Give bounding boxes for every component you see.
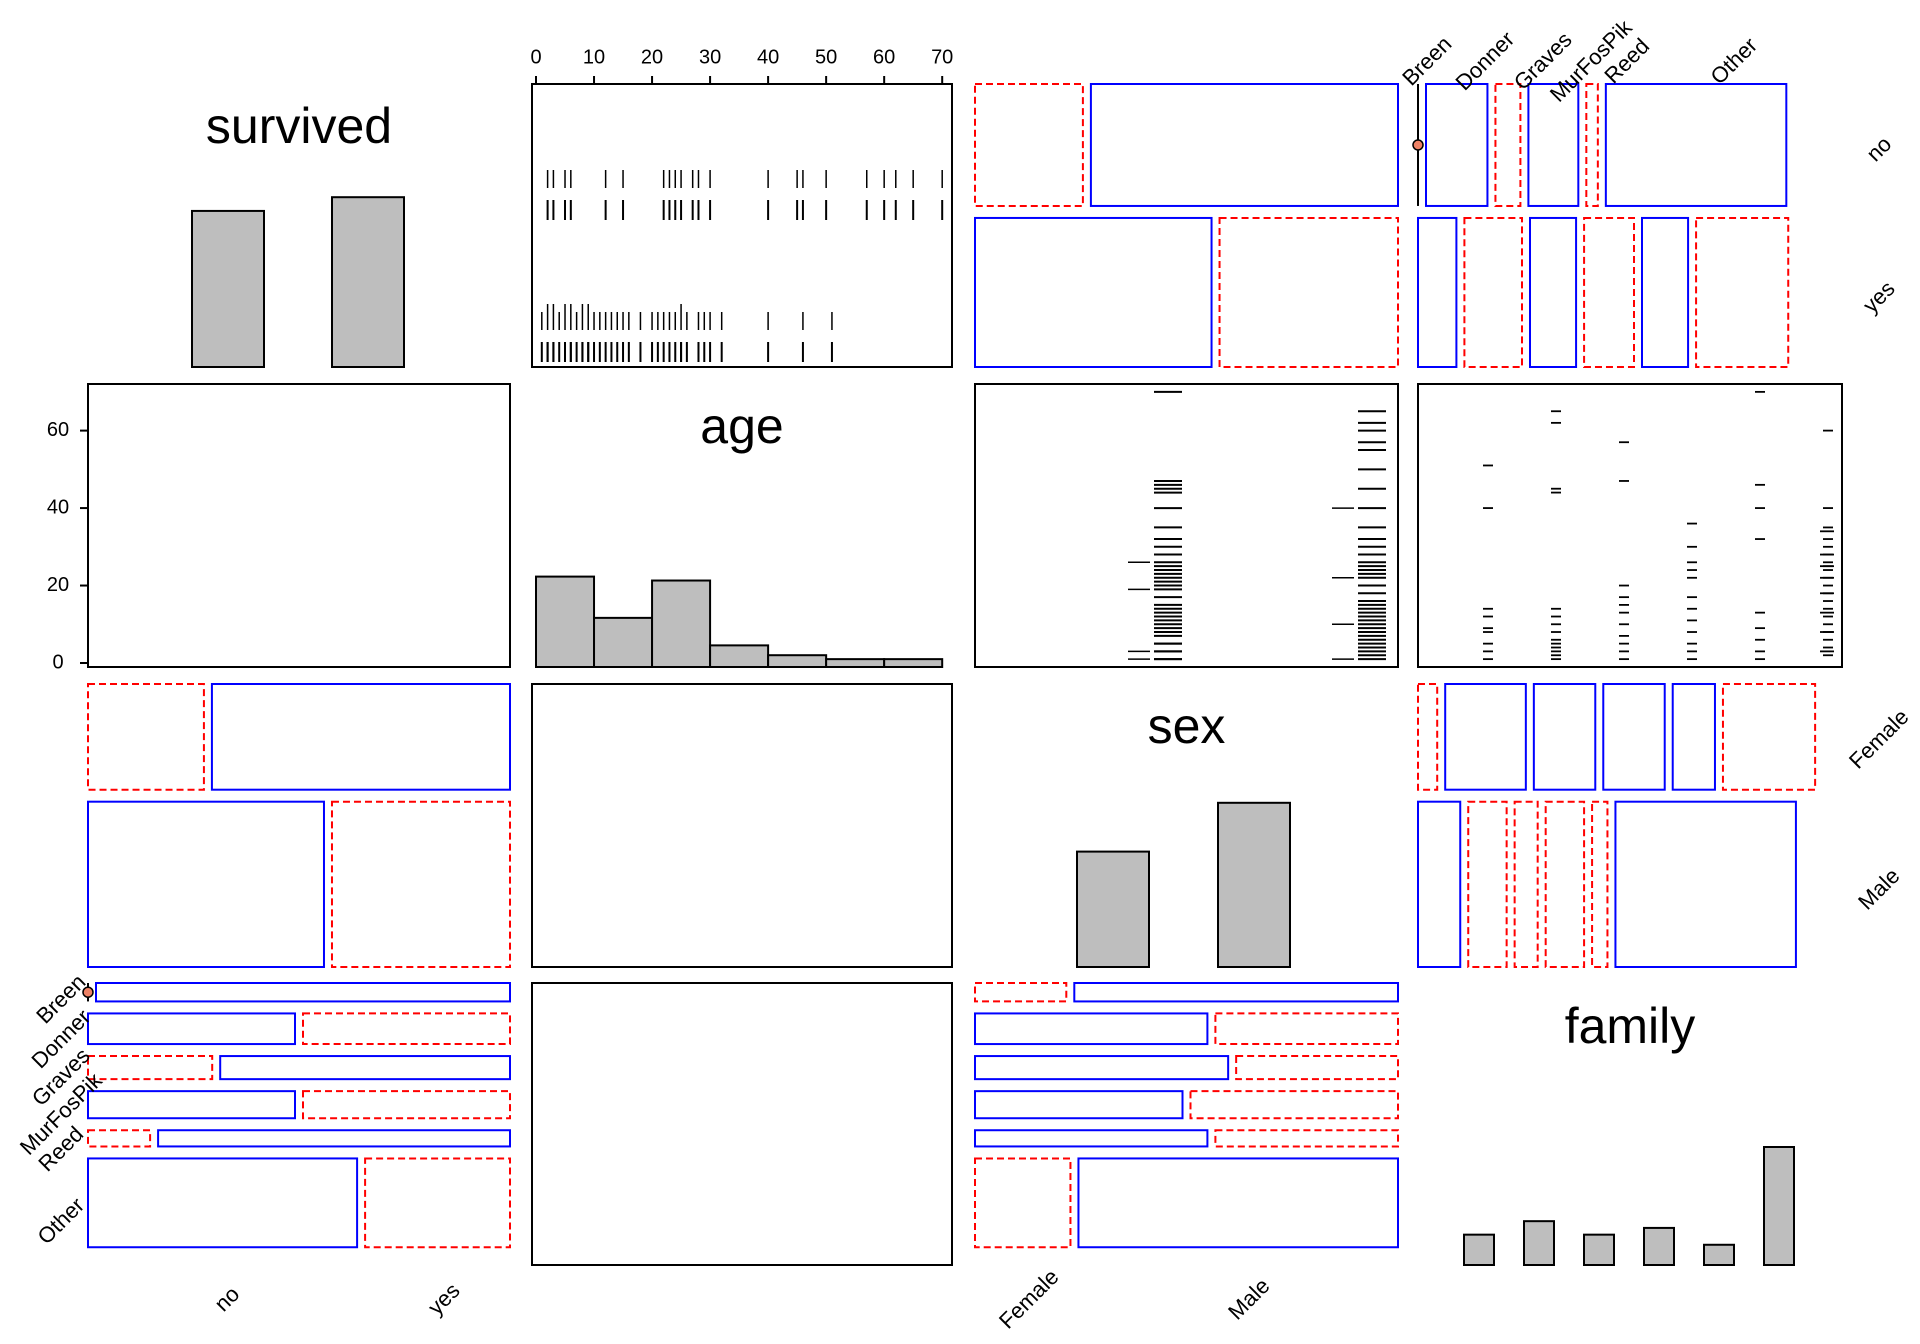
mosaic-tile-family_survived-0-1: [95, 982, 511, 1003]
hist-bar-age-10: [593, 616, 654, 668]
mosaic-tile-sex_survived-0-1: [210, 683, 511, 791]
bar-family-Graves: [1583, 1233, 1615, 1266]
mosaic-tile-family_survived-2-0: [87, 1055, 214, 1081]
panel-frame-age-family: [1417, 383, 1843, 668]
mosaic-tile-sex_survived-1-1: [330, 800, 512, 968]
bar-family-Other: [1763, 1146, 1795, 1266]
mosaic-tile-sex_family-0-2: [1532, 683, 1597, 791]
mosaic-tile-survived_sex-1-1: [1218, 216, 1400, 368]
mosaic-tile-family_sex-2-0: [974, 1055, 1230, 1081]
top-age-axis-label-60: 60: [873, 46, 895, 68]
mosaic-tile-sex_survived-1-0: [87, 800, 325, 968]
mosaic-tile-sex_survived-0-0: [87, 683, 205, 791]
bar-family-MurFosPik: [1643, 1226, 1675, 1267]
top-age-axis-label-0: 0: [530, 46, 541, 68]
mosaic-tile-sex_family-1-5: [1614, 800, 1797, 968]
diag-label-survived: survived: [206, 98, 392, 154]
bar-family-Donner: [1523, 1220, 1555, 1266]
bar-survived-yes: [331, 196, 405, 368]
bar-sex-Male: [1217, 801, 1291, 968]
mosaic-tile-sex_family-1-0: [1417, 800, 1462, 968]
mosaic-tile-sex_family-0-5: [1721, 683, 1817, 791]
mosaic-tile-sex_family-1-3: [1544, 800, 1586, 968]
mosaic-tile-family_sex-0-0: [974, 982, 1068, 1003]
mosaic-tile-sex_family-1-2: [1513, 800, 1539, 968]
top-age-axis-label-70: 70: [931, 46, 953, 68]
mosaic-tile-survived_family-0-1: [1425, 83, 1489, 207]
mosaic-tile-survived_sex-0-0: [974, 83, 1084, 207]
mosaic-tile-family_survived-4-1: [157, 1129, 511, 1148]
mosaic-tile-family_sex-3-0: [974, 1090, 1184, 1120]
mosaic-tile-family_sex-4-1: [1214, 1129, 1400, 1148]
top-age-axis-label-50: 50: [815, 46, 837, 68]
top-age-axis-label-40: 40: [757, 46, 779, 68]
hist-bar-age-60: [883, 658, 944, 669]
hist-bar-age-50: [825, 658, 886, 669]
diag-label-age: age: [700, 398, 783, 454]
mosaic-tile-sex_family-0-1: [1444, 683, 1527, 791]
mosaic-tile-sex_family-0-3: [1602, 683, 1666, 791]
hist-bar-age-40: [767, 654, 828, 668]
panel-frame-family-age: [531, 982, 953, 1266]
mosaic-tile-family_survived-4-0: [87, 1129, 152, 1148]
mosaic-tile-family_survived-5-1: [364, 1157, 511, 1249]
left-age-axis-label-20: 20: [47, 574, 69, 596]
left-age-axis-label-40: 40: [47, 496, 69, 518]
mosaic-tile-sex_family-1-1: [1467, 800, 1508, 968]
panel-frame-sex-age: [531, 683, 953, 968]
top-age-axis-label-30: 30: [699, 46, 721, 68]
top-age-axis-label-20: 20: [641, 46, 663, 68]
mosaic-tile-family_survived-3-1: [302, 1090, 511, 1120]
mosaic-tile-family_sex-3-1: [1189, 1090, 1399, 1120]
mosaic-tile-sex_family-1-4: [1591, 800, 1609, 968]
mosaic-tile-survived_family-0-3: [1527, 83, 1580, 207]
mosaic-tile-family_sex-5-0: [974, 1157, 1072, 1249]
mosaic-tile-family_sex-5-1: [1077, 1157, 1399, 1249]
mosaic-tile-family_sex-1-1: [1214, 1012, 1400, 1046]
mosaic-tile-survived_family-1-4: [1641, 216, 1690, 368]
bar-survived-no: [191, 209, 265, 368]
mosaic-tile-family_sex-2-1: [1235, 1055, 1400, 1081]
mosaic-tile-survived_family-1-3: [1583, 216, 1635, 368]
mosaic-tile-family_survived-3-0: [87, 1090, 296, 1120]
mosaic-tile-family_sex-0-1: [1073, 982, 1400, 1003]
diag-label-sex: sex: [1148, 698, 1226, 754]
mosaic-tile-survived_family-1-5: [1695, 216, 1790, 368]
mosaic-tile-family_survived-1-0: [87, 1012, 296, 1046]
top-age-axis-label-10: 10: [583, 46, 605, 68]
left-age-axis-label-60: 60: [47, 419, 69, 441]
mosaic-tile-survived_family-1-1: [1463, 216, 1524, 368]
mosaic-tile-family_sex-4-0: [974, 1129, 1209, 1148]
diag-label-family: family: [1565, 998, 1696, 1054]
panel-frame-age-sex: [974, 383, 1399, 668]
mosaic-tile-survived_family-0-2: [1494, 83, 1522, 207]
bar-family-Reed: [1703, 1243, 1735, 1267]
hist-bar-age-30: [709, 644, 770, 669]
mosaic-tile-family_survived-2-1: [219, 1055, 511, 1081]
mosaic-tile-family_survived-1-1: [302, 1012, 511, 1046]
mosaic-tile-survived_sex-1-0: [974, 216, 1213, 368]
mosaic-empty-point-family_survived-0-0: [82, 986, 94, 998]
mosaic-tile-family_survived-5-0: [87, 1157, 359, 1249]
hist-bar-age-0: [535, 575, 596, 669]
mosaic-tile-family_sex-1-0: [974, 1012, 1209, 1046]
mosaic-tile-survived_family-0-4: [1585, 83, 1599, 207]
mosaic-tile-sex_family-0-0: [1417, 683, 1439, 791]
mosaic-tile-survived_family-1-2: [1529, 216, 1578, 368]
mosaic-tile-survived_family-1-0: [1417, 216, 1458, 368]
left-age-axis-label-0: 0: [52, 651, 63, 673]
bar-sex-Female: [1076, 850, 1150, 968]
bar-family-Breen: [1463, 1233, 1495, 1266]
mosaic-empty-point-survived_family-0-0: [1412, 139, 1424, 151]
mosaic-tile-survived_family-0-5: [1604, 83, 1788, 207]
mosaic-tile-survived_sex-0-1: [1089, 83, 1400, 207]
mosaic-tile-sex_family-0-4: [1671, 683, 1716, 791]
hist-bar-age-20: [651, 579, 712, 668]
